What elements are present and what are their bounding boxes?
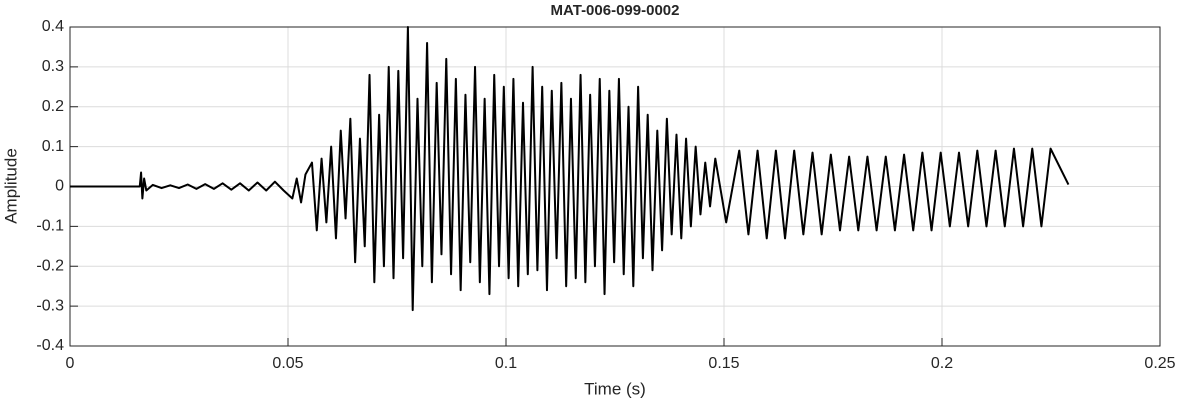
y-tick-label: 0.3 [42,58,64,75]
x-tick-label: 0.05 [272,355,303,372]
y-tick-label: -0.1 [36,218,64,235]
x-tick-label: 0.25 [1144,355,1175,372]
y-tick-label: 0.1 [42,138,64,155]
x-tick-label: 0.2 [931,355,953,372]
x-tick-label: 0.1 [495,355,517,372]
waveform-line [70,26,1070,312]
y-tick-label: -0.3 [36,297,64,314]
x-tick-label: 0.15 [708,355,739,372]
y-tick-label: 0.2 [42,98,64,115]
y-tick-label: 0 [55,178,64,195]
chart-title: MAT-006-099-0002 [551,2,680,19]
x-axis-label: Time (s) [584,379,646,398]
y-tick-label: 0.4 [42,18,64,35]
x-tick-label: 0 [66,355,75,372]
y-tick-label: -0.2 [36,257,64,274]
y-axis-label: Amplitude [1,148,20,224]
y-tick-label: -0.4 [36,337,64,354]
